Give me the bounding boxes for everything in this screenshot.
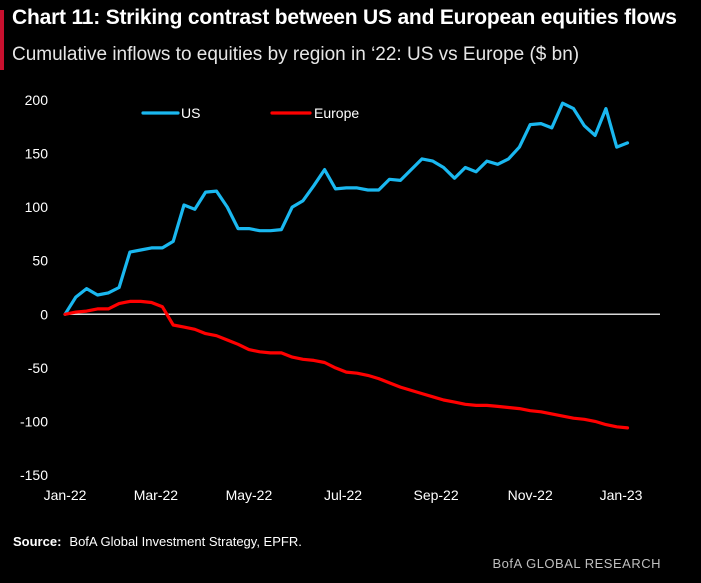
y-tick-label: -150 [20,467,48,483]
legend-europe-label: Europe [314,105,359,121]
y-tick-label: 50 [32,253,48,269]
y-axis-ticks: 200 150 100 50 0 -50 -100 -150 [20,92,48,483]
y-tick-label: -100 [20,413,48,429]
x-axis-ticks: Jan-22 Mar-22 May-22 Jul-22 Sep-22 Nov-22 Jan-… [44,487,643,503]
series-lines [63,101,630,430]
legend: US Europe [141,105,359,121]
x-tick-label: May-22 [226,487,273,503]
source-text: BofA Global Investment Strategy, EPFR. [69,534,302,549]
y-tick-label: 0 [40,306,48,322]
y-tick-label: 100 [25,199,49,215]
source-label: Source: [13,534,62,549]
series-line-europe [63,299,630,430]
series-line-us [63,101,630,316]
title-accent-bar [0,10,4,70]
y-tick-label: 200 [25,92,49,108]
y-tick-label: -50 [28,360,48,376]
x-tick-label: Nov-22 [508,487,553,503]
line-chart: 200 150 100 50 0 -50 -100 -150 Jan-22 Mar-22 May-… [20,92,660,503]
chart-subtitle: Cumulative inflows to equities by region… [12,44,580,65]
x-tick-label: Jul-22 [324,487,362,503]
y-tick-label: 150 [25,146,49,162]
chart-title: Chart 11: Striking contrast between US a… [12,6,677,29]
legend-us-label: US [181,105,200,121]
x-tick-label: Sep-22 [413,487,458,503]
source-note: Source: BofA Global Investment Strategy, … [13,534,302,549]
x-tick-label: Jan-23 [600,487,643,503]
x-tick-label: Jan-22 [44,487,87,503]
brand-footer: BofA GLOBAL RESEARCH [492,556,661,571]
x-tick-label: Mar-22 [134,487,179,503]
